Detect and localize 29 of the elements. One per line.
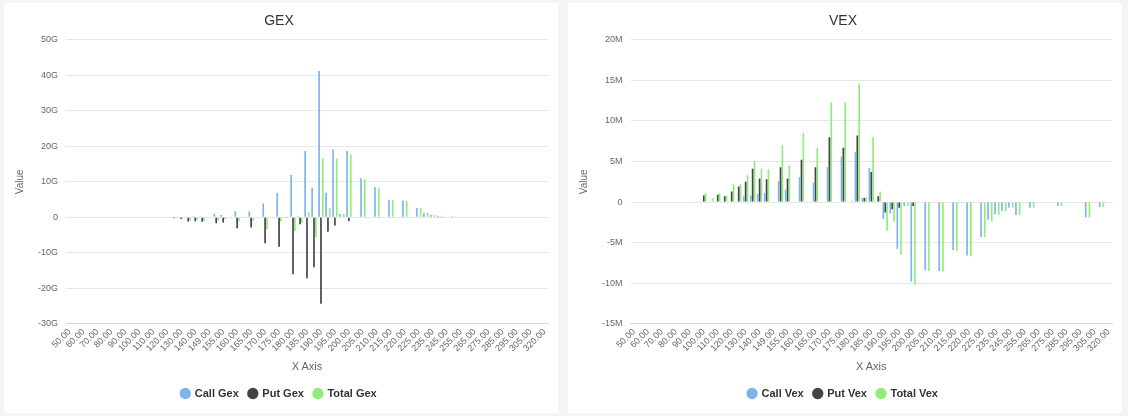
x-axis-title: X Axis	[855, 360, 888, 373]
y-tick-label: -20G	[37, 282, 59, 293]
legend-label: Total Gex	[327, 386, 378, 399]
legend-label: Put Gex	[262, 386, 305, 399]
y-tick-label: 10G	[40, 176, 59, 187]
y-tick-label: 15M	[604, 74, 623, 85]
y-axis-title: Value	[577, 168, 589, 195]
y-tick-label: 30G	[40, 105, 59, 116]
y-axis-title: Value	[13, 168, 25, 195]
y-tick-label: 10M	[604, 115, 623, 126]
y-tick-label: 5M	[609, 155, 623, 166]
y-tick-label: 20G	[40, 140, 59, 151]
y-tick-label: -30G	[37, 318, 59, 329]
y-tick-label: 20M	[604, 34, 623, 45]
legend-label: Put Vex	[827, 386, 868, 399]
y-tick-label: 40G	[40, 69, 59, 80]
y-tick-label: -5M	[607, 237, 623, 248]
y-tick-label: -10G	[37, 247, 59, 258]
y-tick-label: -15M	[601, 318, 623, 329]
chart-title: GEX	[264, 12, 295, 29]
y-tick-label: -10M	[601, 277, 623, 288]
x-axis-title: X Axis	[291, 360, 323, 373]
legend-label: Total Vex	[890, 386, 939, 399]
legend-label: Call Vex	[761, 386, 805, 399]
legend-label: Call Gex	[194, 386, 240, 399]
y-tick-label: 50G	[40, 34, 59, 45]
chart-title: VEX	[828, 12, 858, 29]
y-tick-label: 0	[617, 196, 623, 207]
y-tick-label: 0	[52, 211, 59, 222]
